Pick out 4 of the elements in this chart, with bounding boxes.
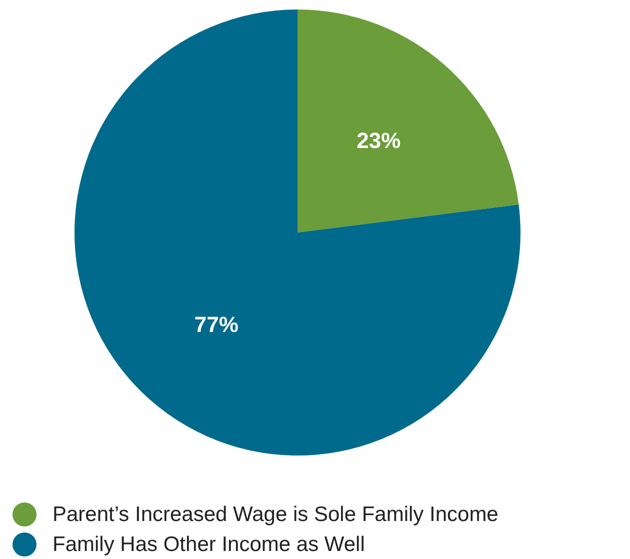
data-label: 77% (194, 312, 238, 337)
data-label: 23% (356, 128, 401, 153)
legend-label: Parent’s Increased Wage is Sole Family Income (52, 503, 498, 526)
legend-label: Family Has Other Income as Well (52, 533, 365, 556)
